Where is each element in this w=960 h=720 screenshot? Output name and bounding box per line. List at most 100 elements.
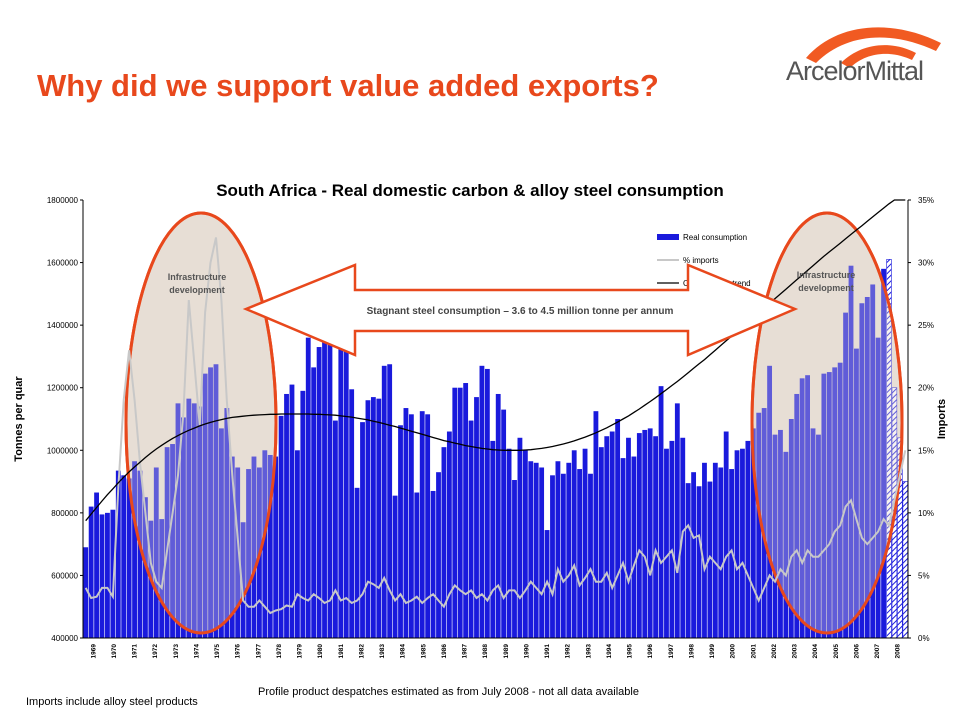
x-tick-label: 1992 <box>565 644 572 659</box>
consumption-bar <box>669 440 675 638</box>
consumption-bar <box>278 415 284 638</box>
consumption-bar <box>761 408 767 638</box>
consumption-bar <box>94 492 99 638</box>
consumption-bar <box>164 447 170 638</box>
x-tick-label: 2007 <box>874 644 881 659</box>
x-tick-label: 1986 <box>441 644 448 659</box>
y2-tick-label: 30% <box>918 259 934 268</box>
consumption-bar <box>615 419 621 638</box>
x-tick-label: 1999 <box>709 644 716 659</box>
consumption-bar <box>636 433 642 638</box>
consumption-bar <box>620 458 626 638</box>
x-tick-label: 1969 <box>90 644 97 659</box>
y2-tick-label: 15% <box>918 446 934 455</box>
consumption-bar <box>647 428 653 638</box>
arcelormittal-logo <box>806 27 941 68</box>
x-tick-label: 2003 <box>792 644 799 659</box>
consumption-bar <box>718 467 724 638</box>
y-tick-label: 1400000 <box>47 321 79 330</box>
x-tick-label: 1996 <box>647 644 654 659</box>
y-tick-label: 800000 <box>51 509 78 518</box>
legend-label-imports: % imports <box>683 256 719 265</box>
x-tick-label: 1971 <box>132 644 139 659</box>
legend-label-consumption: Real consumption <box>683 233 747 242</box>
y-tick-label: 1800000 <box>47 196 79 205</box>
x-tick-label: 2005 <box>833 644 840 659</box>
consumption-bar <box>316 347 322 638</box>
chart: South Africa - Real domestic carbon & al… <box>13 181 948 659</box>
consumption-bar <box>332 420 338 638</box>
consumption-bar <box>723 431 729 638</box>
x-tick-label: 1991 <box>544 644 551 659</box>
consumption-bar <box>734 450 740 638</box>
consumption-bar <box>506 448 512 638</box>
consumption-bar <box>262 450 268 638</box>
page-title: Why did we support value added exports? <box>37 68 659 103</box>
y2-axis-ticks: 0% 5% 10% 15% 20% 25% 30% 35% <box>908 196 934 643</box>
x-tick-label: 1997 <box>668 644 675 659</box>
consumption-bar <box>121 475 127 638</box>
consumption-bar <box>631 456 637 638</box>
consumption-bar <box>674 403 680 638</box>
x-tick-label: 1984 <box>400 644 407 659</box>
y2-tick-label: 20% <box>918 384 934 393</box>
x-tick-label: 1993 <box>585 644 592 659</box>
consumption-bar <box>229 456 235 638</box>
consumption-bar <box>338 337 344 638</box>
consumption-bar <box>126 478 132 638</box>
consumption-bar <box>832 367 838 638</box>
x-tick-label: 1990 <box>523 644 530 659</box>
consumption-bar <box>311 367 317 638</box>
x-tick-label: 2000 <box>730 644 737 659</box>
consumption-bar <box>170 444 175 638</box>
consumption-bar <box>528 461 534 638</box>
consumption-bar <box>289 384 295 638</box>
consumption-bar <box>577 469 583 638</box>
right-ellipse-label-line2: development <box>798 283 854 293</box>
consumption-bar <box>392 495 398 638</box>
consumption-bar <box>365 400 371 638</box>
x-tick-label: 1987 <box>462 644 469 659</box>
consumption-bar <box>354 487 360 638</box>
right-ellipse-label-line1: Infrastructure <box>797 270 856 280</box>
consumption-bar <box>745 440 751 638</box>
x-tick-label: 1980 <box>317 644 324 659</box>
consumption-bar <box>186 398 192 638</box>
logo-swoosh-inner <box>841 45 916 68</box>
consumption-bar <box>479 365 485 638</box>
consumption-bar <box>495 393 501 638</box>
consumption-bar <box>137 470 143 638</box>
consumption-bar <box>848 265 854 638</box>
consumption-bar <box>446 431 452 638</box>
consumption-bar <box>653 436 659 638</box>
consumption-bar <box>218 428 224 638</box>
consumption-bar <box>533 462 539 638</box>
consumption-bar <box>224 408 230 638</box>
consumption-bar <box>430 490 436 638</box>
right-ellipse-label: Infrastructure development <box>797 270 856 293</box>
consumption-bar <box>658 386 664 638</box>
imports-line <box>84 237 907 615</box>
consumption-bar <box>539 467 545 638</box>
consumption-bar <box>588 473 593 638</box>
consumption-bar <box>566 462 572 638</box>
consumption-bar <box>240 522 246 638</box>
consumption-bar <box>132 461 137 638</box>
chart-title: South Africa - Real domestic carbon & al… <box>216 181 724 200</box>
right-ellipse-tint <box>750 211 904 635</box>
consumption-bar <box>778 429 783 638</box>
consumption-bar <box>414 492 420 638</box>
consumption-bar <box>805 375 810 638</box>
logo-wordmark: ArcelorMittal <box>786 56 924 86</box>
consumption-bar <box>854 348 859 638</box>
consumption-bar <box>696 486 702 638</box>
y2-axis-label: Imports <box>936 399 948 439</box>
consumption-bar <box>305 337 311 638</box>
consumption-bar <box>794 393 800 638</box>
consumption-bar <box>772 434 778 638</box>
consumption-bar <box>343 347 349 638</box>
consumption-bar <box>425 414 431 638</box>
consumption-bar <box>83 547 89 638</box>
logo-swoosh-outer <box>806 27 941 64</box>
x-tick-label: 1989 <box>503 644 510 659</box>
